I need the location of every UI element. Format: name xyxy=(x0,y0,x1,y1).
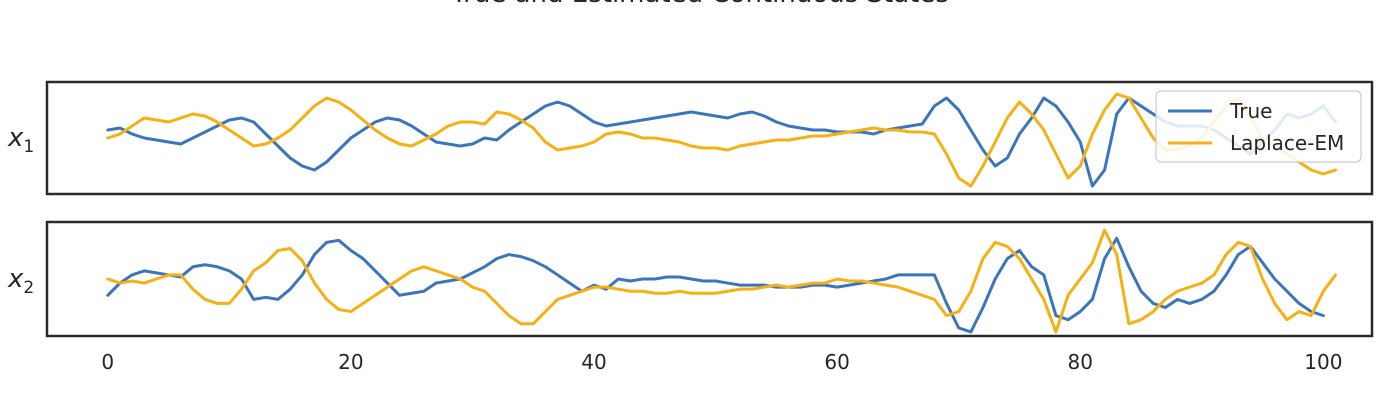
series-line-true-x2 xyxy=(106,236,1325,334)
series-line-true-x1 xyxy=(106,96,1338,188)
x-tick-label-80: 80 xyxy=(1068,350,1093,374)
series-line-laplace-em-x2 xyxy=(106,228,1338,334)
axes-frame-x1 xyxy=(45,80,1374,196)
series-line-laplace-em-x1 xyxy=(106,92,1338,188)
x-tick-label-40: 40 xyxy=(581,350,606,374)
panel-x2: x2 xyxy=(7,220,1374,338)
y-axis-label-symbol: x xyxy=(7,123,24,153)
legend-label-laplace-em: Laplace-EM xyxy=(1230,131,1344,155)
x-tick-label-20: 20 xyxy=(338,350,363,374)
legend-label-true: True xyxy=(1229,99,1272,123)
y-axis-label-symbol: x xyxy=(7,264,24,294)
x-tick-label-60: 60 xyxy=(824,350,849,374)
y-axis-label-subscript: 1 xyxy=(23,137,34,157)
panel-x1: x1 xyxy=(7,80,1374,196)
y-axis-label-subscript: 2 xyxy=(23,278,34,298)
y-axis-label-x1: x1 xyxy=(7,123,34,157)
x-tick-label-0: 0 xyxy=(101,350,114,374)
chart-title: True and Estimated Continuous States xyxy=(450,0,949,9)
axes-frame-x2 xyxy=(45,220,1374,338)
y-axis-label-x2: x2 xyxy=(7,264,34,298)
x-tick-label-100: 100 xyxy=(1304,350,1342,374)
